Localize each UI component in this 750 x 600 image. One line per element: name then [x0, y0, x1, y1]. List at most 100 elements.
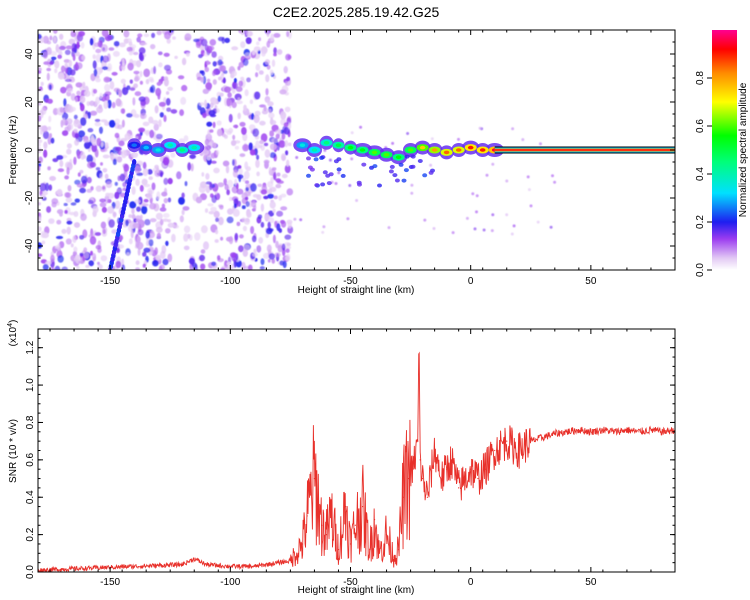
noise-blob [166, 107, 172, 112]
noise-blob [272, 208, 276, 213]
noise-blob [154, 169, 162, 177]
noise-blob [223, 178, 227, 186]
noise-blob [284, 80, 288, 86]
noise-blob [164, 64, 171, 71]
noise-blob [173, 224, 179, 229]
noise-blob [281, 173, 288, 179]
noise-blob [258, 70, 264, 75]
noise-blob [112, 212, 117, 217]
noise-blob [245, 166, 251, 172]
ridge-scatter [410, 164, 416, 169]
noise-blob [275, 183, 282, 189]
noise-blob [145, 78, 150, 85]
noise-blob [68, 59, 73, 67]
noise-blob [214, 105, 218, 109]
ridge-scatter [340, 173, 346, 178]
ridge-core [479, 148, 486, 152]
noise-blob [76, 265, 80, 270]
noise-blob [279, 89, 287, 95]
y-tick-label: 0.0 [25, 565, 36, 579]
noise-region [38, 30, 557, 270]
noise-blob [211, 51, 217, 58]
noise-blob [203, 241, 209, 250]
noise-blob [136, 235, 141, 244]
noise-blob [159, 264, 165, 270]
noise-blob [107, 99, 112, 109]
noise-blob [237, 112, 241, 120]
noise-blob [212, 61, 217, 67]
noise-blob [219, 65, 226, 72]
noise-blob [490, 229, 494, 233]
noise-blob [104, 142, 109, 149]
noise-blob [217, 59, 223, 66]
noise-blob [510, 232, 514, 236]
noise-blob [82, 155, 87, 159]
noise-blob [40, 107, 47, 115]
noise-blob [134, 165, 141, 174]
noise-blob [258, 237, 264, 244]
ridge-scatter [361, 162, 367, 167]
noise-blob [158, 101, 166, 107]
noise-blob [505, 213, 509, 217]
y-tick-label: -20 [24, 190, 35, 205]
noise-blob [264, 59, 271, 65]
noise-blob [181, 209, 185, 216]
noise-blob [245, 37, 252, 45]
noise-blob [277, 244, 283, 253]
noise-blob [551, 174, 554, 178]
ridge-core [167, 143, 173, 147]
noise-blob [266, 40, 271, 48]
noise-blob [108, 120, 116, 128]
y-tick-label: 0.4 [25, 490, 36, 504]
ridge-scatter [422, 173, 428, 178]
noise-blob [475, 210, 478, 214]
noise-blob [219, 205, 224, 210]
noise-blob [285, 53, 291, 61]
noise-blob [199, 254, 205, 262]
noise-blob [135, 260, 140, 266]
snr-point [345, 505, 347, 508]
noise-blob [46, 40, 52, 45]
noise-blob [154, 105, 159, 114]
noise-blob [121, 58, 125, 66]
noise-blob [114, 181, 118, 186]
noise-blob [89, 161, 97, 168]
noise-blob [213, 167, 220, 174]
noise-blob [38, 212, 41, 217]
x-tick-label: -150 [100, 276, 120, 287]
ridge-scatter [306, 173, 311, 178]
noise-blob [236, 174, 244, 180]
snr-panel: -150 -100 -50 0 50 0.0 0.2 0.4 0.6 0.8 1.0 1.2 Heig… [7, 320, 676, 596]
snr-point [306, 515, 308, 517]
noise-blob [200, 76, 204, 83]
noise-blob [238, 61, 245, 68]
noise-blob [253, 205, 257, 210]
noise-blob [243, 104, 247, 112]
noise-blob [251, 49, 256, 56]
noise-blob [232, 134, 236, 140]
noise-blob [208, 109, 216, 116]
noise-blob [100, 162, 103, 166]
noise-blob [94, 121, 102, 127]
noise-blob [179, 109, 185, 116]
noise-blob [190, 163, 194, 172]
noise-blob [224, 37, 230, 44]
ridge-scatter [320, 182, 326, 187]
noise-blob [284, 140, 289, 148]
noise-blob [147, 169, 153, 175]
noise-blob [234, 178, 238, 186]
snr-point [450, 459, 453, 461]
snr-point [253, 565, 255, 567]
noise-blob [120, 78, 126, 84]
noise-blob [83, 251, 90, 259]
noise-blob [267, 221, 271, 229]
noise-blob [67, 185, 72, 192]
noise-blob [112, 50, 120, 57]
noise-blob [167, 86, 174, 91]
noise-blob [204, 99, 207, 108]
noise-blob [70, 93, 76, 101]
noise-blob [214, 239, 219, 243]
noise-blob [215, 229, 219, 235]
snr-point [193, 558, 195, 560]
noise-blob [179, 215, 184, 223]
